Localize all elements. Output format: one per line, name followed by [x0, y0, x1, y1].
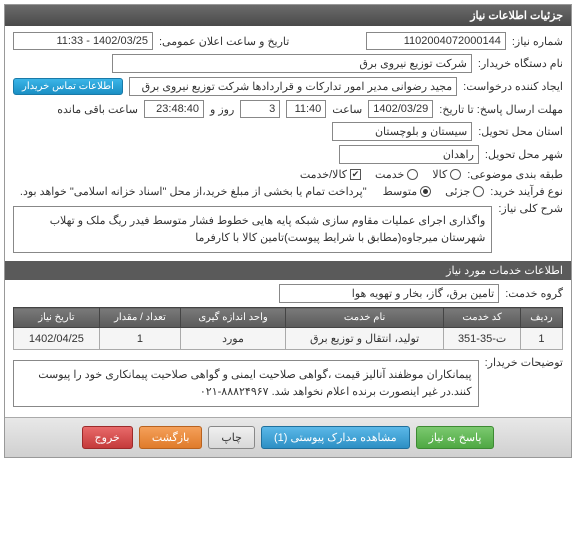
city-field: راهدان [339, 145, 479, 164]
time-label-1: ساعت [332, 103, 362, 116]
row-buyer: نام دستگاه خریدار: شرکت توزیع نیروی برق [13, 54, 563, 73]
province-field: سیستان و بلوچستان [332, 122, 472, 141]
buyer-notes-text: پیمانکاران موظفند آنالیز قیمت ،گواهی صلا… [13, 360, 479, 407]
checkbox-icon: ✔ [350, 169, 361, 180]
row-req-no: شماره نیاز: 1102004072000144 تاریخ و ساع… [13, 32, 563, 50]
radio-minor[interactable]: جزئی [445, 185, 484, 198]
attachments-button[interactable]: مشاهده مدارک پیوستی (1) [261, 426, 410, 449]
print-button[interactable]: چاپ [208, 426, 255, 449]
desc-text: واگذاری اجرای عملیات مقاوم سازی شبکه پای… [13, 206, 492, 253]
desc-label: شرح کلی نیاز: [498, 202, 563, 215]
row-process: نوع فرآیند خرید: جزئی متوسط "پرداخت تمام… [13, 185, 563, 198]
cell-code: ت-35-351 [444, 328, 521, 350]
row-province: استان محل تحویل: سیستان و بلوچستان [13, 122, 563, 141]
radio-medium-label: متوسط [383, 185, 418, 198]
pkg-label: طبقه بندی موضوعی: [467, 168, 563, 181]
col-unit: واحد اندازه گیری [181, 308, 286, 328]
service-group-field: تامین برق، گاز، بخار و تهویه هوا [279, 284, 499, 303]
pub-datetime-label: تاریخ و ساعت اعلان عمومی: [159, 35, 289, 48]
radio-icon [450, 169, 461, 180]
col-row: ردیف [520, 308, 562, 328]
creator-label: ایجاد کننده درخواست: [463, 80, 563, 93]
buyer-field: شرکت توزیع نیروی برق [112, 54, 472, 73]
row-city: شهر محل تحویل: راهدان [13, 145, 563, 164]
days-label: روز و [210, 103, 234, 116]
buyer-notes-label: توضیحات خریدار: [485, 356, 563, 369]
cell-date: 1402/04/25 [14, 328, 100, 350]
back-button[interactable]: بازگشت [139, 426, 203, 449]
process-radio-group: جزئی متوسط [383, 185, 485, 198]
table-header-row: ردیف کد خدمت نام خدمت واحد اندازه گیری ت… [14, 308, 563, 328]
cell-unit: مورد [181, 328, 286, 350]
radio-minor-label: جزئی [445, 185, 470, 198]
service-group-label: گروه خدمت: [505, 287, 563, 300]
category-radio-group: کالا خدمت ✔ کالا/خدمت [300, 168, 461, 181]
process-label: نوع فرآیند خرید: [490, 185, 563, 198]
col-code: کد خدمت [444, 308, 521, 328]
deadline-date-field: 1402/03/29 [368, 100, 433, 118]
cell-qty: 1 [99, 328, 180, 350]
cell-name: تولید، انتقال و توزیع برق [285, 328, 443, 350]
radio-icon-selected [420, 186, 431, 197]
exit-button[interactable]: خروج [82, 426, 133, 449]
row-buyer-notes: توضیحات خریدار: پیمانکاران موظفند آنالیز… [13, 356, 563, 411]
deadline-label: مهلت ارسال پاسخ: تا تاریخ: [439, 103, 563, 116]
radio-icon [473, 186, 484, 197]
city-label: شهر محل تحویل: [485, 148, 563, 161]
respond-button[interactable]: پاسخ به نیاز [416, 426, 495, 449]
buyer-label: نام دستگاه خریدار: [478, 57, 563, 70]
req-no-field: 1102004072000144 [366, 32, 506, 50]
services-table: ردیف کد خدمت نام خدمت واحد اندازه گیری ت… [13, 307, 563, 350]
footer-buttons: پاسخ به نیاز مشاهده مدارک پیوستی (1) چاپ… [5, 417, 571, 457]
radio-icon [407, 169, 418, 180]
deadline-time-field: 11:40 [286, 100, 326, 118]
remain-label: ساعت باقی مانده [57, 103, 138, 116]
req-no-label: شماره نیاز: [512, 35, 563, 48]
radio-goods-service-label: کالا/خدمت [300, 168, 347, 181]
col-qty: تعداد / مقدار [99, 308, 180, 328]
radio-goods-service[interactable]: ✔ کالا/خدمت [300, 168, 361, 181]
services-header: اطلاعات خدمات مورد نیاز [5, 261, 571, 280]
radio-goods[interactable]: کالا [432, 168, 461, 181]
row-service-group: گروه خدمت: تامین برق، گاز، بخار و تهویه … [13, 284, 563, 303]
radio-service-label: خدمت [375, 168, 404, 181]
row-creator: ایجاد کننده درخواست: مجید رضوانی مدیر ام… [13, 77, 563, 96]
row-category: طبقه بندی موضوعی: کالا خدمت ✔ کالا/خدمت [13, 168, 563, 181]
creator-field: مجید رضوانی مدیر امور تدارکات و قرارداده… [129, 77, 457, 96]
col-name: نام خدمت [285, 308, 443, 328]
remain-time-field: 23:48:40 [144, 100, 204, 118]
cell-idx: 1 [520, 328, 562, 350]
row-desc: شرح کلی نیاز: واگذاری اجرای عملیات مقاوم… [13, 202, 563, 257]
days-field: 3 [240, 100, 280, 118]
radio-service[interactable]: خدمت [375, 168, 418, 181]
panel-body: شماره نیاز: 1102004072000144 تاریخ و ساع… [5, 26, 571, 457]
radio-medium[interactable]: متوسط [383, 185, 432, 198]
row-deadline: مهلت ارسال پاسخ: تا تاریخ: 1402/03/29 سا… [13, 100, 563, 118]
table-row: 1 ت-35-351 تولید، انتقال و توزیع برق مور… [14, 328, 563, 350]
process-note: "پرداخت تمام یا بخشی از مبلغ خرید،از محل… [20, 185, 367, 198]
pub-datetime-field: 1402/03/25 - 11:33 [13, 32, 153, 50]
col-date: تاریخ نیاز [14, 308, 100, 328]
panel-title: جزئیات اطلاعات نیاز [5, 5, 571, 26]
province-label: استان محل تحویل: [478, 125, 563, 138]
details-panel: جزئیات اطلاعات نیاز شماره نیاز: 11020040… [4, 4, 572, 458]
contact-buyer-button[interactable]: اطلاعات تماس خریدار [13, 78, 123, 95]
radio-goods-label: کالا [432, 168, 447, 181]
